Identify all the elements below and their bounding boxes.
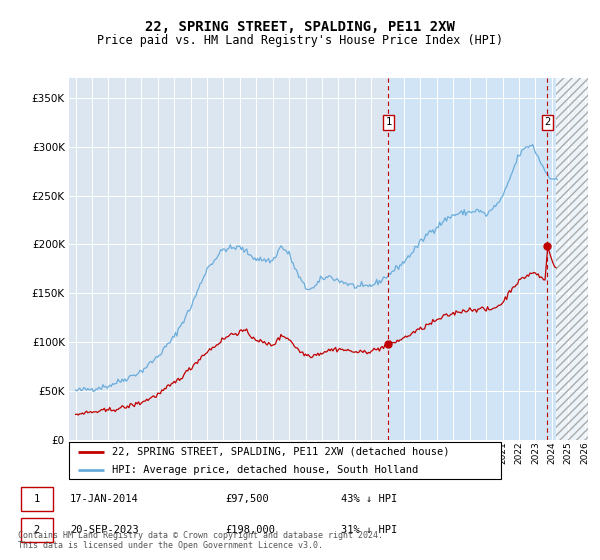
Text: £97,500: £97,500 bbox=[226, 494, 269, 504]
Text: 17-JAN-2014: 17-JAN-2014 bbox=[70, 494, 139, 504]
Bar bbox=[388, 78, 588, 440]
Text: Contains HM Land Registry data © Crown copyright and database right 2024.
This d: Contains HM Land Registry data © Crown c… bbox=[18, 530, 383, 550]
Text: 31% ↓ HPI: 31% ↓ HPI bbox=[341, 525, 397, 535]
Text: Price paid vs. HM Land Registry's House Price Index (HPI): Price paid vs. HM Land Registry's House … bbox=[97, 34, 503, 46]
Text: 1: 1 bbox=[385, 118, 392, 127]
Text: 2: 2 bbox=[34, 525, 40, 535]
Text: 22, SPRING STREET, SPALDING, PE11 2XW: 22, SPRING STREET, SPALDING, PE11 2XW bbox=[145, 20, 455, 34]
Text: £198,000: £198,000 bbox=[226, 525, 275, 535]
Bar bbox=[556, 78, 588, 440]
FancyBboxPatch shape bbox=[69, 442, 501, 479]
Text: 43% ↓ HPI: 43% ↓ HPI bbox=[341, 494, 397, 504]
Text: HPI: Average price, detached house, South Holland: HPI: Average price, detached house, Sout… bbox=[112, 465, 418, 475]
Text: 20-SEP-2023: 20-SEP-2023 bbox=[70, 525, 139, 535]
Text: 1: 1 bbox=[34, 494, 40, 504]
Bar bbox=[556, 78, 588, 440]
Text: 22, SPRING STREET, SPALDING, PE11 2XW (detached house): 22, SPRING STREET, SPALDING, PE11 2XW (d… bbox=[112, 446, 450, 456]
FancyBboxPatch shape bbox=[21, 518, 53, 542]
Text: 2: 2 bbox=[544, 118, 550, 127]
FancyBboxPatch shape bbox=[21, 487, 53, 511]
